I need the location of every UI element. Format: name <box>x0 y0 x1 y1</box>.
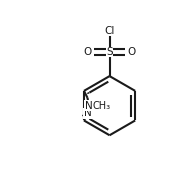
Text: Cl: Cl <box>104 26 115 36</box>
Text: S: S <box>106 47 113 57</box>
Text: N: N <box>84 108 91 118</box>
Text: O: O <box>83 47 92 57</box>
Text: O: O <box>127 47 136 57</box>
Text: N: N <box>85 101 93 111</box>
Text: CH₃: CH₃ <box>92 101 111 111</box>
